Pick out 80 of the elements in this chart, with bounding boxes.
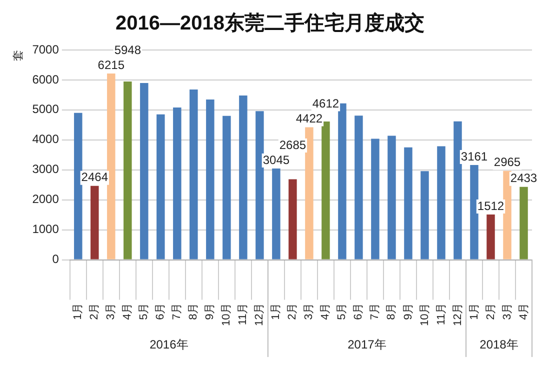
y-tick-label: 4000	[32, 132, 60, 146]
x-tick-label: 1月	[270, 302, 282, 320]
x-tick-label: 3月	[105, 302, 118, 320]
y-axis-title: 套	[12, 50, 25, 61]
x-tick-label: 10月	[220, 302, 233, 326]
x-tick-label: 7月	[171, 302, 184, 320]
text: 2018年	[480, 337, 518, 352]
x-tick-label: 5月	[138, 302, 150, 320]
x-tick-label: 10月	[418, 302, 431, 326]
x-tick-label: 11月	[435, 302, 448, 326]
x-tick-label: 8月	[386, 302, 398, 320]
y-tick-label: 3000	[32, 162, 60, 176]
x-tick-label: 11月	[237, 302, 250, 326]
x-tick-label: 9月	[402, 302, 414, 320]
data-label: 4612	[312, 96, 340, 111]
data-label: 4422	[296, 112, 323, 126]
x-tick-label: 2月	[88, 302, 101, 320]
bar	[454, 121, 462, 260]
bar	[520, 186, 528, 260]
y-tick-label: 7000	[32, 42, 60, 56]
data-label: 5948	[114, 42, 142, 57]
bar	[222, 116, 231, 260]
text: 2016年	[150, 337, 188, 352]
bar	[256, 111, 264, 260]
data-label: 1512	[477, 198, 504, 213]
y-tick-label: 0	[52, 252, 60, 266]
bar	[74, 112, 82, 260]
y-tick-label: 2000	[32, 192, 60, 206]
chart-title: 2016—2018东莞二手住宅月度成交	[116, 12, 424, 35]
bar	[371, 138, 380, 260]
x-tick-label: 7月	[369, 302, 382, 320]
y-tick-label: 6000	[32, 72, 60, 86]
bar	[239, 96, 248, 260]
bar	[388, 136, 396, 260]
bar	[437, 146, 446, 260]
x-tick-label: 12月	[452, 302, 464, 326]
data-label: 2464	[81, 170, 108, 184]
bar	[173, 108, 182, 260]
data-label: 2965	[494, 155, 521, 170]
bar	[338, 103, 346, 260]
y-tick-label: 1000	[32, 222, 60, 236]
y-tick-label: 5000	[32, 102, 60, 116]
bar	[503, 170, 512, 260]
x-tick-label: 4月	[320, 302, 332, 320]
bar	[190, 90, 198, 260]
x-tick-label: 4月	[518, 302, 530, 320]
bar	[486, 214, 495, 260]
x-tick-label: 2月	[286, 302, 299, 320]
data-label: 2433	[510, 171, 538, 186]
x-tick-label: 12月	[254, 302, 266, 326]
x-tick-label: 1月	[72, 302, 84, 320]
data-label: 3045	[262, 152, 290, 167]
bar	[322, 122, 330, 260]
x-tick-label: 4月	[122, 302, 134, 320]
data-label: 2685	[279, 138, 306, 152]
x-tick-label: 2月	[484, 302, 497, 320]
x-tick-label: 8月	[188, 302, 200, 320]
x-tick-label: 6月	[352, 302, 365, 320]
x-tick-label: 9月	[204, 302, 216, 320]
bar	[470, 165, 478, 260]
data-label: 3161	[460, 149, 488, 164]
bar	[107, 74, 116, 260]
bar	[124, 82, 132, 260]
text: 2017年	[348, 337, 386, 352]
x-tick-label: 1月	[468, 302, 480, 320]
bar	[288, 179, 297, 260]
data-label: 6215	[98, 58, 125, 72]
x-tick-label: 3月	[501, 302, 514, 320]
bar	[305, 127, 314, 260]
x-tick-label: 5月	[336, 302, 348, 320]
bar	[404, 147, 412, 260]
x-tick-label: 3月	[303, 302, 316, 320]
bar	[354, 116, 363, 260]
bar	[206, 99, 214, 260]
bar	[140, 82, 148, 260]
x-tick-label: 6月	[154, 302, 167, 320]
bar	[90, 186, 99, 260]
bar	[156, 114, 165, 260]
bar	[420, 171, 429, 260]
bar	[272, 168, 280, 260]
